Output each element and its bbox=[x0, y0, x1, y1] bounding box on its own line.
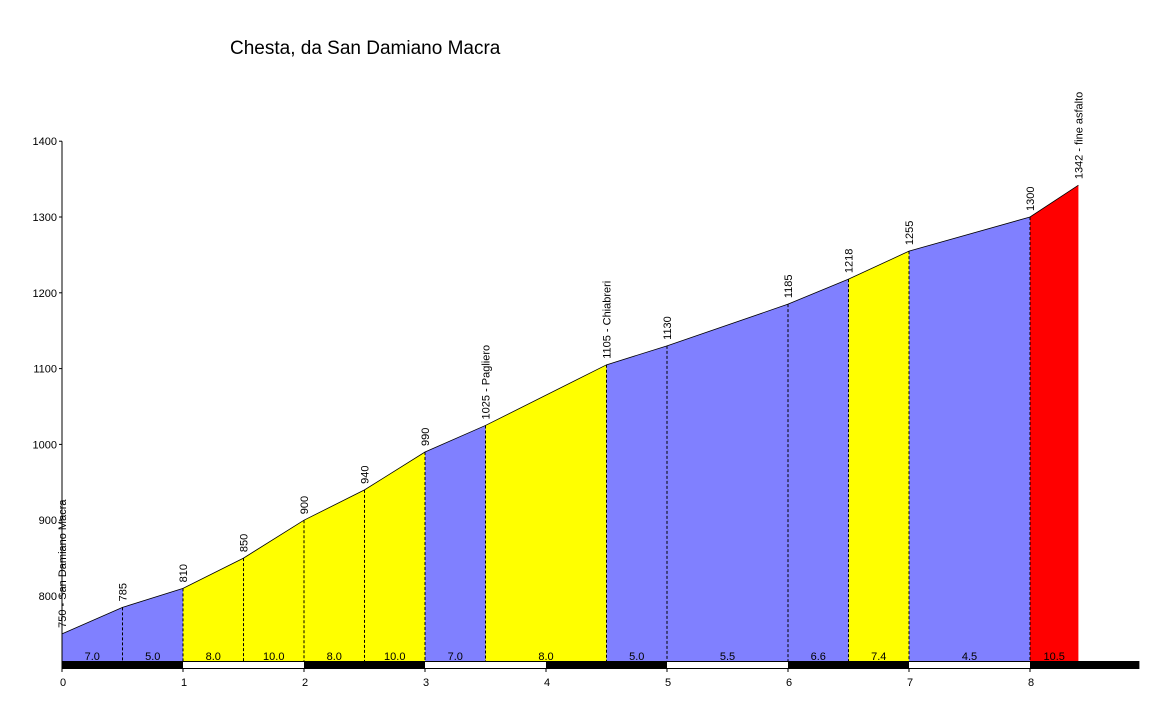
distance-bar-block bbox=[122, 662, 183, 668]
elevation-label: 1218 bbox=[844, 249, 856, 273]
grade-label: 10.0 bbox=[384, 651, 405, 663]
distance-bar-block bbox=[425, 662, 486, 668]
segment-fill bbox=[364, 451, 425, 662]
segment-fill bbox=[485, 364, 607, 662]
x-tick-label: 6 bbox=[786, 677, 792, 689]
distance-bar-block bbox=[62, 662, 123, 668]
segment-fill bbox=[62, 607, 123, 662]
y-tick-label: 900 bbox=[39, 515, 57, 527]
distance-bar-block bbox=[667, 662, 728, 668]
chart-title: Chesta, da San Damiano Macra bbox=[230, 38, 501, 59]
x-tick-label: 5 bbox=[665, 677, 671, 689]
distance-bar-block bbox=[848, 662, 909, 668]
segment-fill bbox=[848, 251, 909, 663]
elevation-label: 1185 bbox=[783, 275, 795, 299]
grade-label: 5.5 bbox=[720, 651, 735, 663]
x-tick-label: 3 bbox=[423, 677, 429, 689]
x-tick-label: 4 bbox=[544, 677, 550, 689]
x-tick-label: 7 bbox=[907, 677, 913, 689]
distance-bar-block bbox=[909, 662, 970, 668]
y-tick-label: 1200 bbox=[33, 288, 57, 300]
segment-fills bbox=[61, 184, 1079, 663]
segment-fill bbox=[667, 304, 788, 662]
y-tick-label: 1400 bbox=[33, 136, 57, 148]
y-axis: 800 900 1000 1100 1200 1300 1400 bbox=[33, 136, 63, 667]
distance-bar-block bbox=[304, 662, 365, 668]
distance-bar bbox=[61, 661, 1140, 669]
y-tick-label: 1100 bbox=[33, 364, 57, 376]
grade-label: 8.0 bbox=[538, 651, 553, 663]
grade-label: 10.0 bbox=[263, 651, 284, 663]
distance-bar-block bbox=[606, 662, 667, 668]
x-tick-label: 2 bbox=[302, 677, 308, 689]
grade-label: 5.0 bbox=[145, 651, 160, 663]
x-axis: 0 1 2 3 4 5 6 7 8 bbox=[60, 668, 1034, 689]
elevation-label: 1255 bbox=[904, 221, 916, 245]
y-tick-label: 1300 bbox=[33, 212, 57, 224]
elevation-label: 1342 - fine asfalto bbox=[1073, 92, 1085, 179]
y-tick-label: 800 bbox=[39, 591, 57, 603]
distance-bar-block bbox=[969, 662, 1030, 668]
elevation-label: 1105 - Chiabreri bbox=[602, 281, 614, 359]
elevation-label: 750 - San Damiano Macra bbox=[57, 499, 69, 628]
grade-label: 10.5 bbox=[1043, 651, 1064, 663]
elevation-label: 940 bbox=[360, 466, 372, 484]
grade-label: 4.5 bbox=[962, 651, 977, 663]
segment-fill bbox=[1030, 185, 1079, 662]
segment-fill bbox=[788, 279, 849, 662]
elevation-label: 1025 - Pagliero bbox=[481, 345, 493, 420]
segment-fill bbox=[909, 217, 1030, 662]
segment-dividers bbox=[122, 217, 1031, 662]
elevation-label: 785 bbox=[118, 583, 130, 601]
elevation-label: 850 bbox=[239, 534, 251, 552]
grade-labels: 7.0 5.0 8.0 10.0 8.0 10.0 7.0 8.0 5.0 5.5 6.6 7.4 4.… bbox=[85, 651, 1065, 663]
distance-bar-block bbox=[243, 662, 304, 668]
segment-fill bbox=[183, 558, 244, 662]
distance-bar-block bbox=[485, 662, 546, 668]
grade-label: 7.4 bbox=[871, 651, 886, 663]
grade-label: 7.0 bbox=[85, 651, 100, 663]
distance-bar-block bbox=[1090, 662, 1139, 668]
x-tick-label: 1 bbox=[181, 677, 187, 689]
elevation-label: 990 bbox=[420, 428, 432, 446]
elevation-label: 810 bbox=[178, 564, 190, 582]
elevation-labels: 750 - San Damiano Macra 785 810 850 900 940 99… bbox=[57, 92, 1085, 628]
distance-bar-block bbox=[788, 662, 849, 668]
segment-fill bbox=[243, 520, 304, 662]
x-tick-label: 0 bbox=[60, 677, 66, 689]
distance-bar-block bbox=[364, 662, 425, 668]
grade-label: 7.0 bbox=[448, 651, 463, 663]
distance-bar-block bbox=[727, 662, 788, 668]
distance-bar-block bbox=[183, 662, 244, 668]
segment-fill bbox=[425, 425, 486, 662]
segment-fill bbox=[122, 588, 183, 662]
grade-label: 6.6 bbox=[811, 651, 826, 663]
grade-label: 8.0 bbox=[206, 651, 221, 663]
distance-bar-block bbox=[546, 662, 607, 668]
grade-label: 5.0 bbox=[629, 651, 644, 663]
segment-fill bbox=[304, 489, 365, 662]
elevation-label: 1300 bbox=[1025, 187, 1037, 211]
grade-label: 8.0 bbox=[327, 651, 342, 663]
elevation-label: 1130 bbox=[662, 316, 674, 340]
segment-fill bbox=[606, 345, 667, 662]
distance-bar-block bbox=[1030, 662, 1091, 668]
x-tick-label: 8 bbox=[1028, 677, 1034, 689]
y-tick-label: 1000 bbox=[33, 439, 57, 451]
elevation-label: 900 bbox=[299, 496, 311, 514]
